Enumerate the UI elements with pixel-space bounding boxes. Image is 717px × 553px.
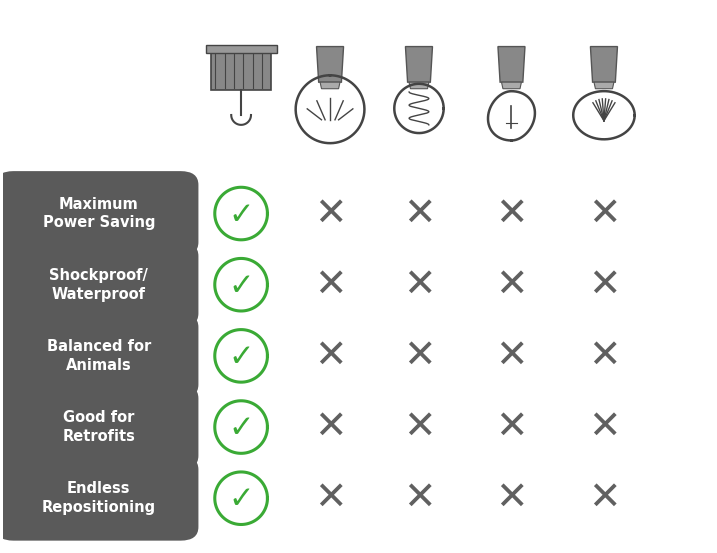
Text: Balanced for
Animals: Balanced for Animals xyxy=(47,339,151,373)
FancyBboxPatch shape xyxy=(206,45,277,53)
Text: ✕: ✕ xyxy=(495,408,528,446)
FancyBboxPatch shape xyxy=(0,171,199,256)
FancyBboxPatch shape xyxy=(211,46,271,90)
FancyBboxPatch shape xyxy=(0,242,199,327)
Text: ✕: ✕ xyxy=(403,408,435,446)
Text: ✕: ✕ xyxy=(495,479,528,517)
Text: Maximum
Power Saving: Maximum Power Saving xyxy=(42,197,155,231)
Text: ✕: ✕ xyxy=(495,195,528,233)
Text: ✕: ✕ xyxy=(314,479,346,517)
Polygon shape xyxy=(320,82,340,88)
Text: ✕: ✕ xyxy=(588,195,620,233)
Text: ✕: ✕ xyxy=(314,265,346,304)
Text: Endless
Repositioning: Endless Repositioning xyxy=(42,482,156,515)
Text: ✕: ✕ xyxy=(314,408,346,446)
Polygon shape xyxy=(316,46,343,82)
Polygon shape xyxy=(590,46,617,82)
Text: ✕: ✕ xyxy=(314,337,346,375)
Polygon shape xyxy=(405,46,432,82)
Text: ✓: ✓ xyxy=(228,486,254,514)
Text: ✓: ✓ xyxy=(228,201,254,229)
FancyBboxPatch shape xyxy=(0,314,199,398)
Text: Shockproof/
Waterproof: Shockproof/ Waterproof xyxy=(49,268,148,301)
Text: ✕: ✕ xyxy=(588,265,620,304)
Text: ✕: ✕ xyxy=(588,337,620,375)
Polygon shape xyxy=(409,82,429,88)
Text: ✕: ✕ xyxy=(495,337,528,375)
Text: ✓: ✓ xyxy=(228,272,254,301)
Text: Good for
Retrofits: Good for Retrofits xyxy=(62,410,136,444)
FancyBboxPatch shape xyxy=(0,456,199,541)
Polygon shape xyxy=(594,82,614,88)
Text: ✓: ✓ xyxy=(228,343,254,372)
FancyBboxPatch shape xyxy=(0,385,199,469)
Text: ✕: ✕ xyxy=(314,195,346,233)
Text: ✕: ✕ xyxy=(403,195,435,233)
Text: ✕: ✕ xyxy=(495,265,528,304)
Text: ✕: ✕ xyxy=(588,479,620,517)
Text: ✕: ✕ xyxy=(588,408,620,446)
Polygon shape xyxy=(501,82,521,88)
Text: ✕: ✕ xyxy=(403,337,435,375)
Text: ✕: ✕ xyxy=(403,265,435,304)
Text: ✕: ✕ xyxy=(403,479,435,517)
Text: ✓: ✓ xyxy=(228,414,254,443)
Polygon shape xyxy=(498,46,525,82)
